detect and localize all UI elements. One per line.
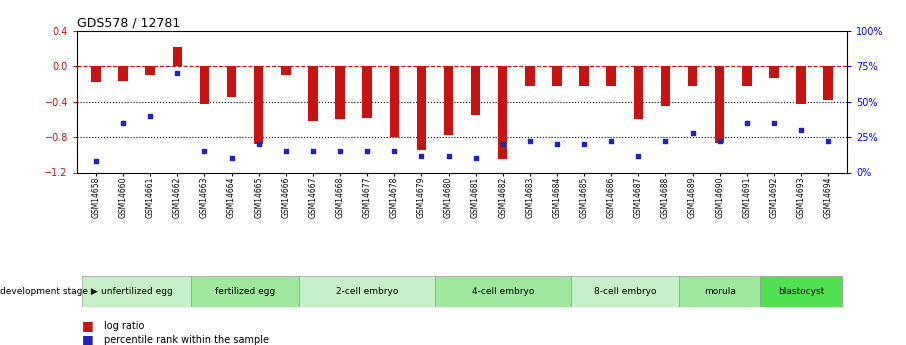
Bar — [769, 66, 778, 78]
Bar — [92, 66, 101, 82]
Bar — [119, 66, 128, 81]
Point — [523, 139, 537, 144]
Bar — [226, 66, 236, 97]
Point — [360, 149, 374, 154]
Text: 4-cell embryo: 4-cell embryo — [471, 287, 534, 296]
Point — [766, 120, 781, 126]
Bar — [82, 276, 191, 307]
Point — [198, 149, 212, 154]
Bar — [199, 66, 209, 105]
Bar — [715, 66, 725, 143]
Point — [496, 141, 510, 147]
Point — [170, 71, 185, 76]
Point — [794, 127, 808, 133]
Point — [278, 149, 293, 154]
Point — [143, 113, 158, 119]
Bar — [146, 66, 155, 75]
Point — [739, 120, 754, 126]
Bar — [742, 66, 751, 86]
Bar — [553, 66, 562, 86]
Point — [387, 149, 401, 154]
Point — [252, 141, 266, 147]
Text: morula: morula — [704, 287, 736, 296]
Point — [225, 156, 239, 161]
Point — [414, 153, 429, 158]
Bar — [796, 66, 805, 105]
Bar — [633, 66, 643, 119]
Bar — [444, 66, 453, 135]
Bar — [417, 66, 426, 150]
Point — [712, 139, 727, 144]
Text: 8-cell embryo: 8-cell embryo — [593, 287, 656, 296]
Bar — [299, 276, 435, 307]
Point — [821, 139, 835, 144]
Text: 2-cell embryo: 2-cell embryo — [336, 287, 399, 296]
Text: development stage ▶: development stage ▶ — [0, 287, 98, 296]
Bar — [254, 66, 264, 144]
Bar — [525, 66, 535, 86]
Point — [305, 149, 320, 154]
Bar — [308, 66, 318, 121]
Bar — [173, 47, 182, 66]
Point — [550, 141, 564, 147]
Text: ■: ■ — [82, 319, 93, 333]
Point — [468, 156, 483, 161]
Point — [658, 139, 672, 144]
Bar — [571, 276, 679, 307]
Text: percentile rank within the sample: percentile rank within the sample — [104, 335, 269, 345]
Bar — [281, 66, 291, 75]
Bar — [471, 66, 480, 115]
Bar — [498, 66, 507, 159]
Point — [89, 158, 103, 164]
Point — [333, 149, 347, 154]
Text: fertilized egg: fertilized egg — [215, 287, 275, 296]
Text: unfertilized egg: unfertilized egg — [101, 287, 172, 296]
Bar — [390, 66, 399, 137]
Bar — [688, 66, 698, 86]
Bar — [660, 66, 670, 106]
Bar — [760, 276, 842, 307]
Point — [631, 153, 646, 158]
Point — [604, 139, 619, 144]
Point — [685, 130, 699, 136]
Text: ■: ■ — [82, 333, 93, 345]
Bar — [606, 66, 616, 86]
Bar — [679, 276, 760, 307]
Point — [441, 153, 456, 158]
Text: log ratio: log ratio — [104, 321, 145, 331]
Point — [116, 120, 130, 126]
Point — [577, 141, 592, 147]
Bar — [362, 66, 371, 118]
Text: GDS578 / 12781: GDS578 / 12781 — [77, 17, 180, 30]
Bar — [435, 276, 571, 307]
Bar — [191, 276, 299, 307]
Bar — [579, 66, 589, 86]
Bar — [824, 66, 833, 100]
Text: blastocyst: blastocyst — [778, 287, 824, 296]
Bar — [335, 66, 345, 119]
